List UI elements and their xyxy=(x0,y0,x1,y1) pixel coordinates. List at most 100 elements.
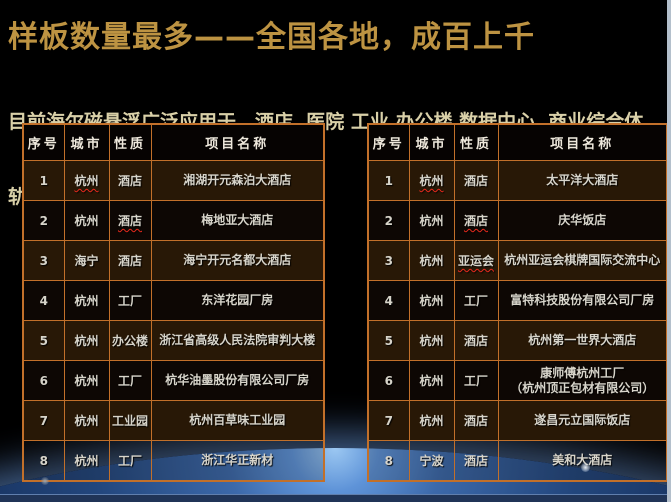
type-cell: 工业园 xyxy=(108,400,152,441)
table-row: 2 杭州 酒店 庆华饭店 xyxy=(367,200,668,241)
project-name-cell: 杭华油墨股份有限公司厂房 xyxy=(150,360,325,401)
city-cell: 杭州 xyxy=(63,200,110,241)
type-cell: 工厂 xyxy=(108,440,152,482)
serial-cell: 8 xyxy=(22,440,65,482)
table-row: 8 宁波 酒店 美和大酒店 xyxy=(367,440,668,482)
city-cell: 宁波 xyxy=(408,440,455,482)
serial-cell: 3 xyxy=(367,240,410,281)
project-name-cell-text: 太平洋大酒店 xyxy=(546,173,619,187)
project-name-cell-text: 东洋花园厂房 xyxy=(201,293,274,307)
type-cell-text: 工厂 xyxy=(117,454,142,468)
serial-cell-text: 7 xyxy=(384,413,393,428)
bottom-bar xyxy=(0,494,671,502)
city-cell-text: 杭州 xyxy=(74,374,99,388)
type-cell-text: 酒店 xyxy=(117,214,142,228)
serial-cell: 7 xyxy=(22,400,65,441)
serial-cell-text: 2 xyxy=(39,213,48,228)
right-edge-strip xyxy=(667,0,671,502)
table-row: 7 杭州 工业园 杭州百草味工业园 xyxy=(22,400,325,441)
serial-cell-text: 5 xyxy=(39,333,48,348)
serial-cell-text: 3 xyxy=(39,253,48,268)
city-cell-text: 杭州 xyxy=(419,334,444,348)
serial-cell: 4 xyxy=(367,280,410,321)
city-cell-text: 杭州 xyxy=(74,334,99,348)
city-cell: 杭州 xyxy=(408,280,455,321)
type-cell-text: 亚运会 xyxy=(457,254,494,268)
city-cell-text: 杭州 xyxy=(74,214,99,228)
project-name-cell-text: 杭州第一世界大酒店 xyxy=(528,333,637,347)
project-name-cell-text: 富特科技股份有限公司厂房 xyxy=(510,293,655,307)
project-name-cell-text: 浙江华正新材 xyxy=(201,453,274,467)
city-cell-text: 杭州 xyxy=(74,294,99,308)
serial-cell: 2 xyxy=(367,200,410,241)
type-cell-text: 办公楼 xyxy=(111,334,148,348)
city-cell: 杭州 xyxy=(63,280,110,321)
serial-cell-text: 7 xyxy=(39,413,48,428)
type-cell-text: 酒店 xyxy=(117,254,142,268)
city-cell: 杭州 xyxy=(408,200,455,241)
serial-cell: 6 xyxy=(22,360,65,401)
type-cell: 酒店 xyxy=(108,200,152,241)
type-cell: 酒店 xyxy=(108,240,152,281)
type-cell-text: 酒店 xyxy=(463,214,488,228)
serial-cell: 7 xyxy=(367,400,410,441)
city-cell-text: 杭州 xyxy=(419,174,444,188)
type-cell-text: 工厂 xyxy=(117,374,142,388)
table-header-row: 序号 城市 性质 项目名称 xyxy=(367,123,668,161)
type-cell-text: 酒店 xyxy=(463,454,488,468)
type-cell: 工厂 xyxy=(108,360,152,401)
city-cell: 杭州 xyxy=(63,160,110,201)
serial-cell: 2 xyxy=(22,200,65,241)
project-name-cell: 东洋花园厂房 xyxy=(150,280,325,321)
column-header-3: 项目名称 xyxy=(497,123,668,161)
project-name-cell: 梅地亚大酒店 xyxy=(150,200,325,241)
serial-cell-text: 1 xyxy=(39,173,48,188)
column-header-0: 序号 xyxy=(22,123,65,161)
project-name-cell-text: 美和大酒店 xyxy=(552,453,613,467)
city-cell-text: 杭州 xyxy=(419,414,444,428)
type-cell-text: 酒店 xyxy=(463,334,488,348)
serial-cell-text: 8 xyxy=(39,453,48,468)
project-name-cell-text: 遂昌元立国际饭店 xyxy=(534,413,631,427)
serial-cell-text: 5 xyxy=(384,333,393,348)
city-cell-text: 海宁 xyxy=(74,254,99,268)
type-cell-text: 工厂 xyxy=(463,374,488,388)
serial-cell: 5 xyxy=(22,320,65,361)
project-name-cell-text: 梅地亚大酒店 xyxy=(201,213,274,227)
city-cell: 杭州 xyxy=(408,160,455,201)
star-dot xyxy=(581,463,590,472)
table-row: 2 杭州 酒店 梅地亚大酒店 xyxy=(22,200,325,241)
type-cell: 亚运会 xyxy=(453,240,499,281)
column-header-1: 城市 xyxy=(408,123,455,161)
city-cell: 杭州 xyxy=(63,440,110,482)
table-row: 6 杭州 工厂 康师傅杭州工厂 （杭州顶正包材有限公司） xyxy=(367,360,668,401)
serial-cell: 5 xyxy=(367,320,410,361)
project-name-cell-text: 浙江省高级人民法院审判大楼 xyxy=(159,333,316,347)
type-cell: 酒店 xyxy=(453,160,499,201)
serial-cell: 1 xyxy=(367,160,410,201)
project-name-cell-text: 杭州百草味工业园 xyxy=(189,413,286,427)
city-cell-text: 杭州 xyxy=(419,254,444,268)
type-cell: 工厂 xyxy=(453,280,499,321)
city-cell: 海宁 xyxy=(63,240,110,281)
type-cell: 工厂 xyxy=(453,360,499,401)
city-cell-text: 杭州 xyxy=(74,454,99,468)
project-name-cell: 美和大酒店 xyxy=(497,440,668,482)
type-cell-text: 酒店 xyxy=(463,174,488,188)
table-row: 7 杭州 酒店 遂昌元立国际饭店 xyxy=(367,400,668,441)
city-cell-text: 杭州 xyxy=(419,374,444,388)
serial-cell-text: 1 xyxy=(384,173,393,188)
city-cell: 杭州 xyxy=(408,400,455,441)
project-name-cell: 湘湖开元森泊大酒店 xyxy=(150,160,325,201)
column-header-3: 项目名称 xyxy=(150,123,325,161)
serial-cell-text: 3 xyxy=(384,253,393,268)
project-name-cell-text: 庆华饭店 xyxy=(558,213,607,227)
serial-cell: 1 xyxy=(22,160,65,201)
type-cell-text: 工业园 xyxy=(111,414,148,428)
serial-cell-text: 8 xyxy=(384,453,393,468)
serial-cell: 4 xyxy=(22,280,65,321)
type-cell-text: 工厂 xyxy=(463,294,488,308)
type-cell: 工厂 xyxy=(108,280,152,321)
table-row: 1 杭州 酒店 湘湖开元森泊大酒店 xyxy=(22,160,325,201)
city-cell: 杭州 xyxy=(408,240,455,281)
